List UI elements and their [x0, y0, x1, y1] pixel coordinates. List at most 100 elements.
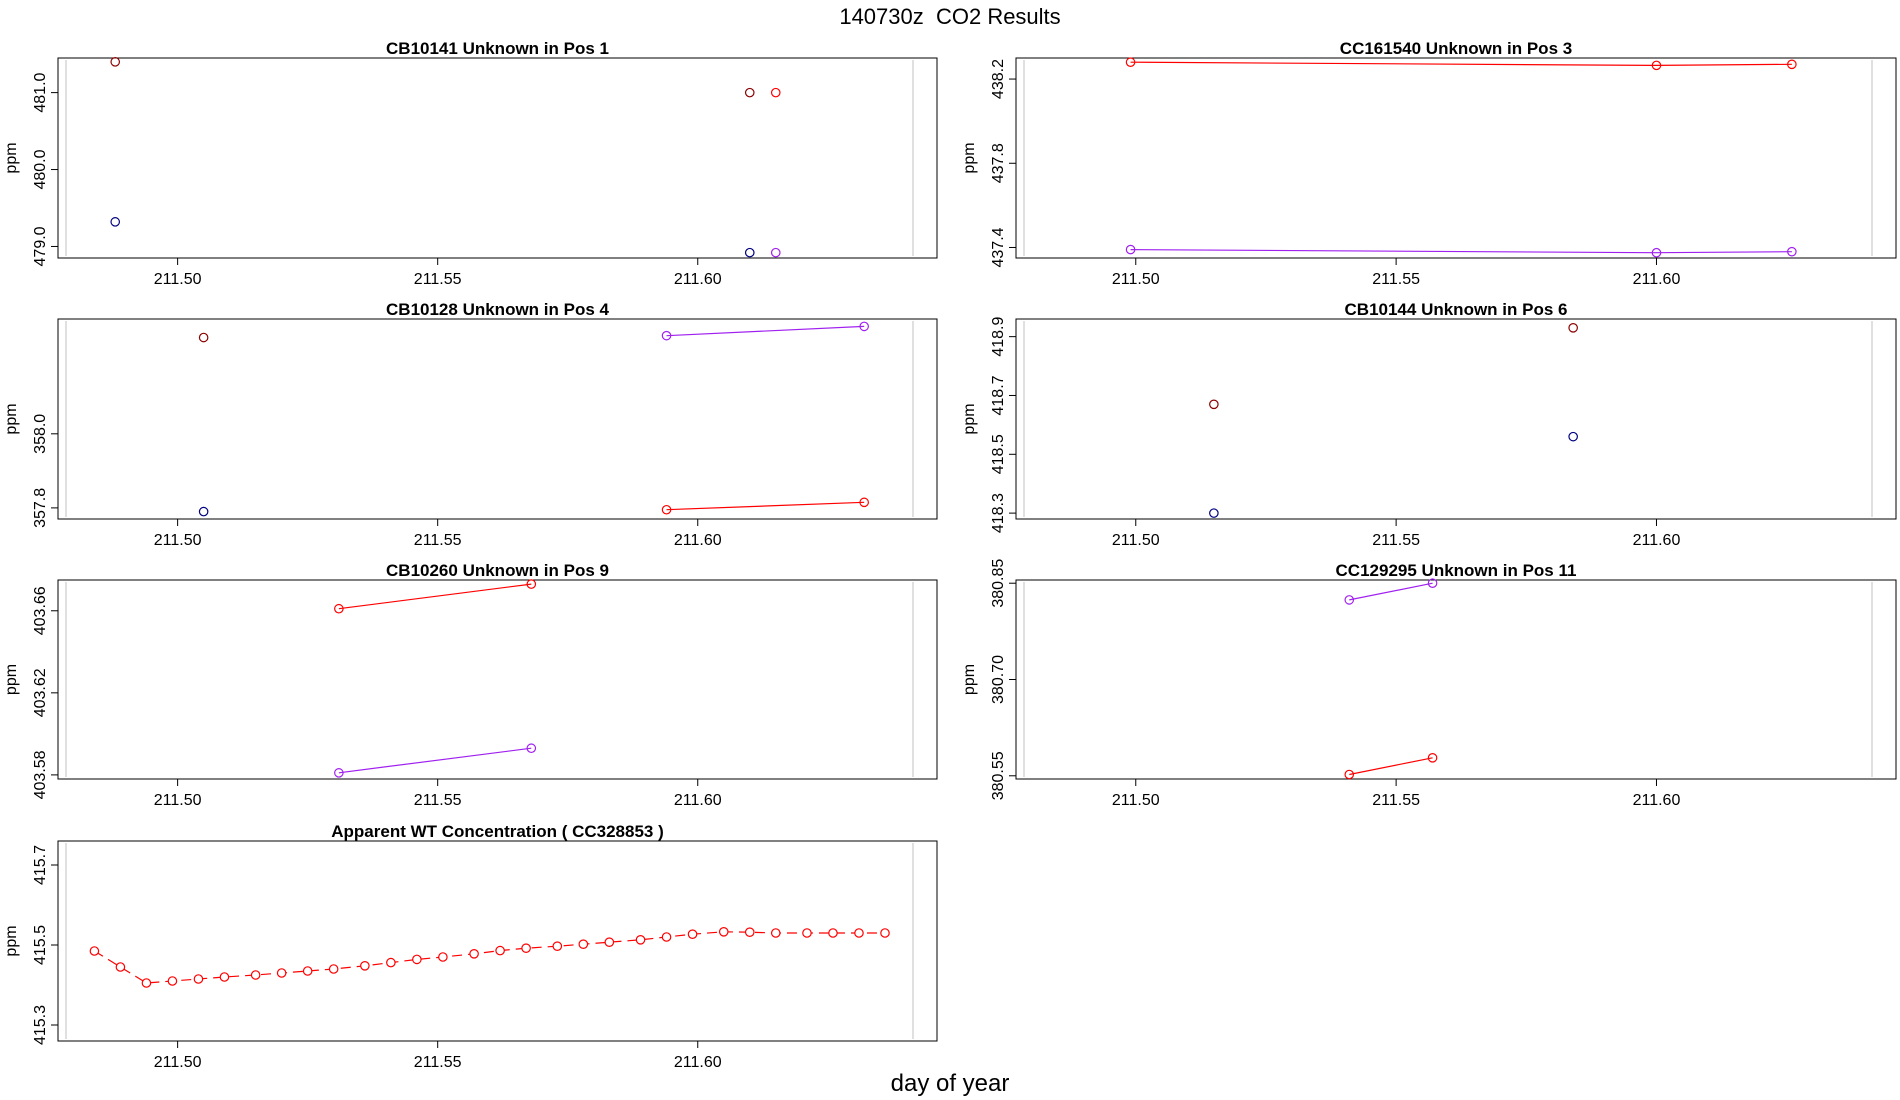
data-point-red [661, 504, 672, 515]
data-point-purple [526, 743, 537, 754]
data-point-red [854, 928, 864, 938]
data-point-red [1651, 60, 1662, 71]
data-point-purple [1125, 244, 1136, 255]
data-point-red [802, 928, 812, 938]
chart-panel-5: CB10260 Unknown in Pos 9 ppm 211.50 211.55 2… [3, 561, 938, 809]
x-tick-label: 211.50 [154, 792, 202, 809]
data-point-red [687, 929, 698, 939]
y-tick-label: 481.0 [32, 72, 49, 112]
data-point-purple [770, 247, 781, 258]
data-point-purple [1651, 247, 1662, 258]
chart-title: CC161540 Unknown in Pos 3 [1340, 39, 1572, 58]
data-point-red [115, 962, 126, 972]
data-point-red [526, 579, 537, 589]
data-point-red [334, 603, 344, 614]
y-tick-label: 480.0 [32, 149, 49, 189]
x-tick-label: 211.60 [674, 1054, 722, 1071]
data-point-red [250, 970, 261, 980]
data-point-purple [1344, 595, 1355, 605]
plot-frame [57, 579, 938, 780]
data-point-red [328, 964, 339, 974]
data-point-navy [1209, 508, 1219, 518]
x-tick-label: 211.50 [154, 532, 202, 549]
y-tick-label: 415.7 [32, 845, 49, 885]
y-tick-label: 438.2 [990, 59, 1007, 99]
x-tick-label: 211.60 [674, 271, 722, 288]
data-point-red [552, 941, 563, 951]
chart-panel-6: CC129295 Unknown in Pos 11 ppm 211.50 211.5… [961, 559, 1897, 809]
plot-frame [57, 57, 938, 259]
y-tick-label: 403.58 [32, 750, 49, 799]
data-point-dark_red [1209, 399, 1219, 410]
y-tick-label: 380.70 [990, 655, 1007, 704]
data-point-red [1344, 769, 1355, 780]
y-tick-label: 403.62 [32, 668, 49, 717]
series-line-purple [1349, 582, 1433, 601]
chart-title: CC129295 Unknown in Pos 11 [1336, 561, 1577, 580]
y-axis-label: ppm [3, 925, 20, 956]
data-point-dark_red [198, 332, 209, 343]
x-axis-title: day of year [890, 1070, 1010, 1097]
data-point-dark_red [744, 87, 755, 98]
data-point-red [859, 497, 869, 508]
series-line-red [1130, 61, 1792, 67]
y-tick-label: 479.0 [32, 226, 49, 266]
series-line-red [338, 583, 532, 610]
data-point-navy [110, 217, 121, 227]
x-tick-label: 211.55 [414, 1054, 462, 1071]
data-point-red [635, 934, 646, 945]
x-tick-label: 211.60 [1633, 271, 1681, 288]
plot-frame [1015, 579, 1897, 780]
data-point-red [469, 948, 479, 959]
x-tick-label: 211.50 [154, 1054, 202, 1071]
data-point-red [770, 87, 781, 98]
y-axis-label: ppm [961, 403, 978, 434]
data-point-red [828, 928, 838, 938]
y-tick-label: 415.3 [32, 1005, 49, 1045]
chart-panel-3: CB10128 Unknown in Pos 4 ppm 211.50 211.55 2… [3, 300, 938, 549]
chart-panel-2: CC161540 Unknown in Pos 3 ppm 211.50 211.55… [961, 39, 1897, 288]
figure-title: 140730z CO2 Results [839, 4, 1061, 29]
series-line-purple [666, 325, 865, 337]
y-tick-label: 380.55 [990, 751, 1007, 800]
data-point-red [167, 976, 178, 986]
y-axis-label: ppm [961, 142, 978, 173]
y-tick-label: 418.7 [990, 375, 1007, 415]
x-tick-label: 211.50 [1112, 792, 1160, 809]
data-point-red [495, 945, 505, 956]
series-line-red [94, 931, 885, 984]
chart-panel-1: CB10141 Unknown in Pos 1 ppm 211.50 211.55 2… [3, 39, 938, 288]
data-point-red [661, 932, 672, 942]
data-point-red [604, 937, 615, 947]
data-point-navy [1568, 431, 1578, 442]
plot-frame [1015, 57, 1897, 259]
y-tick-label: 380.85 [990, 559, 1007, 608]
x-tick-label: 211.55 [414, 271, 462, 288]
plot-frame [57, 318, 938, 520]
data-point-navy [198, 506, 209, 517]
chart-panel-4: CB10144 Unknown in Pos 6 ppm 211.50 211.55 2… [961, 300, 1897, 549]
x-tick-label: 211.50 [1112, 532, 1160, 549]
data-point-red [770, 928, 781, 938]
data-point-red [578, 939, 589, 949]
data-point-red [302, 966, 313, 976]
x-tick-label: 211.60 [1633, 532, 1681, 549]
chart-title: CB10260 Unknown in Pos 9 [386, 561, 609, 580]
data-point-purple [859, 321, 869, 332]
data-point-red [1787, 59, 1797, 70]
y-axis-label: ppm [961, 664, 978, 695]
data-point-red [89, 946, 100, 956]
y-tick-label: 358.0 [32, 414, 49, 454]
y-tick-label: 415.5 [32, 925, 49, 965]
data-point-red [438, 952, 448, 962]
x-tick-label: 211.55 [1372, 792, 1420, 809]
y-tick-label: 418.3 [990, 493, 1007, 533]
data-point-red [880, 928, 890, 938]
plot-frame [57, 840, 938, 1042]
data-point-purple [1787, 246, 1797, 257]
data-point-red [193, 974, 204, 984]
data-point-purple [334, 768, 344, 778]
y-axis-label: ppm [3, 664, 20, 695]
x-tick-label: 211.55 [1372, 271, 1420, 288]
